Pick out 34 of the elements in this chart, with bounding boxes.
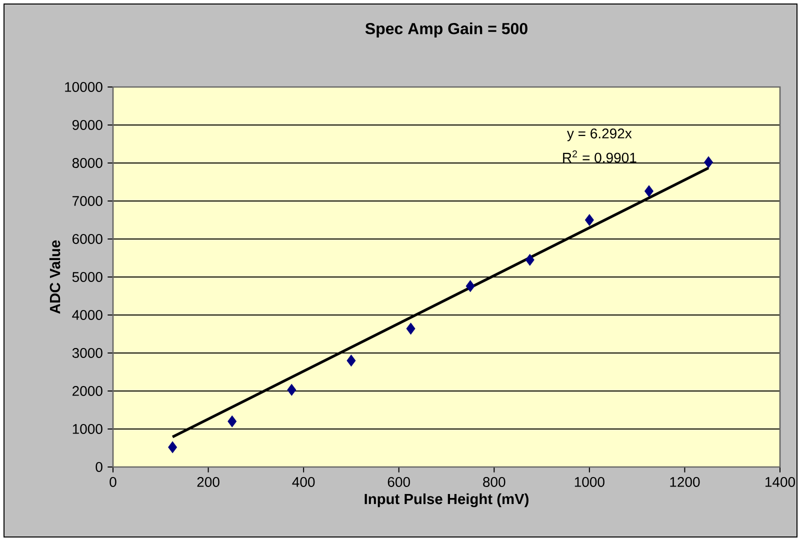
point <box>168 441 178 454</box>
x-tick-label: 600 <box>388 477 410 487</box>
x-tick-label: 0 <box>110 477 116 487</box>
x-tick-label: 1000 <box>574 477 604 487</box>
y-tick-label: 5000 <box>72 272 102 282</box>
annotation: y = 6.292x <box>566 128 632 142</box>
x-tick-label: 800 <box>483 477 506 487</box>
annotation: R$^{2}$ = 0.9901 <box>563 150 636 163</box>
point <box>466 280 475 292</box>
y-tick-label: 6000 <box>72 234 102 244</box>
x-tick-label: 400 <box>292 477 315 487</box>
point <box>346 354 356 366</box>
point <box>704 156 713 168</box>
x-tick-label: 1400 <box>765 477 796 487</box>
y-tick-label: 10000 <box>65 82 102 92</box>
y-tick-label: 4000 <box>72 310 102 320</box>
point <box>644 185 654 197</box>
y-tick-label: 3000 <box>72 348 102 358</box>
y-tick-label: 0 <box>96 462 102 472</box>
y-tick-label: 2000 <box>72 386 102 396</box>
point <box>287 384 296 396</box>
point <box>584 214 594 226</box>
point <box>406 322 416 335</box>
x-axis-title: Input Pulse Height (mV) <box>364 493 528 508</box>
y-axis-title: ADC Value <box>49 240 60 314</box>
y-tick-label: 7000 <box>72 196 102 206</box>
x-tick-label: 1200 <box>670 477 700 487</box>
chart-title: Spec Amp Gain = 500 <box>365 22 528 38</box>
y-tick-label: 1000 <box>72 424 102 434</box>
x-tick-label: 200 <box>197 477 220 487</box>
y-tick-label: 9000 <box>72 120 102 130</box>
point <box>525 254 534 266</box>
y-tick-label: 8000 <box>72 158 102 168</box>
point <box>228 416 237 428</box>
